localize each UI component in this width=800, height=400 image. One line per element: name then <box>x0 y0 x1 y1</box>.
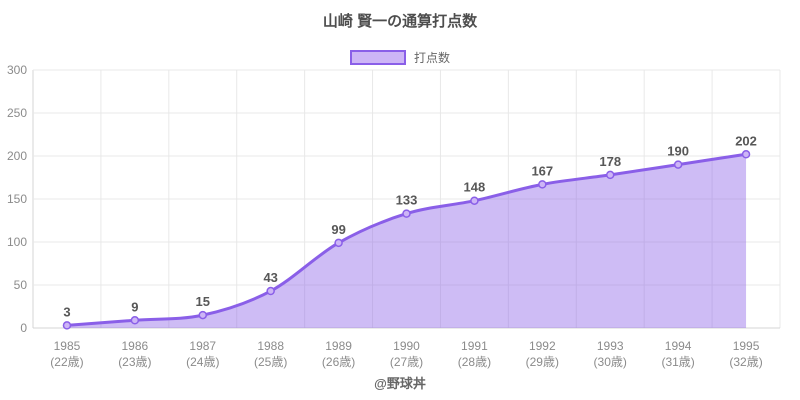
x-axis-year-label: 1985 <box>54 339 81 353</box>
data-point[interactable] <box>605 170 615 180</box>
chart-title: 山崎 賢一の通算打点数 <box>322 13 478 30</box>
x-axis-age-label: (28歳) <box>458 355 491 369</box>
data-point[interactable] <box>673 160 683 169</box>
x-axis-age-label: (27歳) <box>390 355 423 369</box>
x-axis-year-label: 1987 <box>189 339 216 353</box>
data-point-label: 178 <box>599 154 621 169</box>
data-point-label: 167 <box>531 163 553 178</box>
x-axis-year-label: 1986 <box>122 339 149 353</box>
data-point[interactable] <box>198 310 208 320</box>
data-point[interactable] <box>741 150 751 159</box>
legend-label: 打点数 <box>413 51 450 65</box>
x-axis-age-label: (23歳) <box>118 355 151 369</box>
x-axis-age-label: (24歳) <box>186 355 219 369</box>
x-axis-year-label: 1995 <box>733 339 760 353</box>
data-point-label: 190 <box>667 144 689 159</box>
x-axis-age-label: (29歳) <box>526 355 559 369</box>
data-point[interactable] <box>62 321 72 330</box>
data-point-label: 3 <box>63 304 70 319</box>
data-point[interactable] <box>130 316 140 325</box>
data-point[interactable] <box>538 180 547 189</box>
data-point-label: 43 <box>263 270 277 285</box>
data-point-label: 9 <box>131 299 138 314</box>
data-point-label: 202 <box>735 133 757 148</box>
y-axis-tick-label: 100 <box>7 235 27 249</box>
y-axis-tick-label: 0 <box>20 321 27 335</box>
x-axis-age-label: (32歳) <box>729 355 762 369</box>
chart-legend[interactable]: 打点数 <box>0 49 800 66</box>
y-axis-tick-label: 200 <box>7 149 27 163</box>
data-point[interactable] <box>266 286 275 296</box>
x-axis-year-label: 1991 <box>461 339 488 353</box>
y-axis-tick-label: 50 <box>14 278 28 292</box>
x-axis-year-label: 1994 <box>665 339 692 353</box>
data-point[interactable] <box>402 209 411 218</box>
x-axis-age-label: (31歳) <box>661 355 694 369</box>
data-point[interactable] <box>334 238 343 248</box>
x-axis-year-label: 1992 <box>529 339 556 353</box>
data-point-label: 15 <box>196 294 210 309</box>
x-axis-age-label: (26歳) <box>322 355 355 369</box>
legend-swatch <box>349 50 406 65</box>
x-axis-year-label: 1990 <box>393 339 420 353</box>
x-axis-year-label: 1988 <box>257 339 284 353</box>
data-point-label: 148 <box>464 180 486 195</box>
credit-text: @野球丼 <box>374 376 426 391</box>
y-axis-tick-label: 300 <box>7 63 27 77</box>
data-point-label: 133 <box>396 193 418 208</box>
x-axis-year-label: 1989 <box>325 339 352 353</box>
x-axis-age-label: (22歳) <box>50 355 83 369</box>
series-area-fill <box>66 154 747 328</box>
y-axis-tick-label: 150 <box>7 192 27 206</box>
y-axis-tick-label: 250 <box>7 106 27 120</box>
x-axis-year-label: 1993 <box>597 339 624 353</box>
x-axis-age-label: (25歳) <box>254 355 287 369</box>
data-point-label: 99 <box>331 222 345 237</box>
data-point[interactable] <box>470 196 479 205</box>
x-axis-age-label: (30歳) <box>594 355 627 369</box>
